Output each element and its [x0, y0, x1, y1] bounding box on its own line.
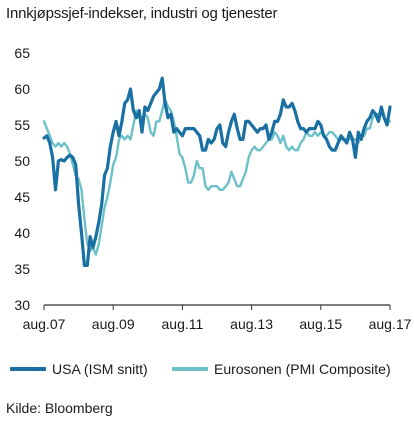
legend-swatch-eurosonen	[172, 367, 208, 371]
y-tick-label: 50	[14, 153, 30, 169]
source-note: Kilde: Bloomberg	[6, 400, 113, 416]
legend-label-usa: USA (ISM snitt)	[52, 361, 148, 377]
x-tick-label: aug.09	[92, 316, 135, 332]
y-tick-label: 30	[14, 297, 30, 313]
x-tick-label: aug.15	[299, 316, 342, 332]
series-line-eurosonen	[42, 98, 392, 256]
series-line-usa	[42, 76, 392, 267]
legend-item-eurosonen: Eurosonen (PMI Composite)	[172, 361, 391, 377]
y-tick-label: 60	[14, 81, 30, 97]
legend-swatch-usa	[10, 367, 46, 371]
legend-label-eurosonen: Eurosonen (PMI Composite)	[214, 361, 391, 377]
y-tick-label: 65	[14, 45, 30, 61]
y-tick-label: 35	[14, 261, 30, 277]
legend-item-usa: USA (ISM snitt)	[10, 361, 148, 377]
x-tick-label: aug.07	[23, 316, 66, 332]
x-tick-label: aug.17	[369, 316, 412, 332]
y-tick-label: 40	[14, 225, 30, 241]
line-chart: 30 35 40 45 50 55 60 65 aug.07 aug.09 aug.11 aug.1…	[14, 45, 412, 332]
y-tick-label: 55	[14, 117, 30, 133]
legend: USA (ISM snitt) Eurosonen (PMI Composite…	[10, 361, 414, 381]
x-axis: aug.07 aug.09 aug.11 aug.13 aug.15 aug.17	[23, 304, 412, 332]
series-layer	[42, 76, 392, 267]
chart-title: Innkjøpssjef-indekser, industri og tjene…	[6, 5, 278, 22]
y-axis: 30 35 40 45 50 55 60 65	[14, 45, 30, 313]
y-tick-label: 45	[14, 189, 30, 205]
x-tick-label: aug.11	[162, 316, 204, 332]
x-tick-label: aug.13	[230, 316, 273, 332]
